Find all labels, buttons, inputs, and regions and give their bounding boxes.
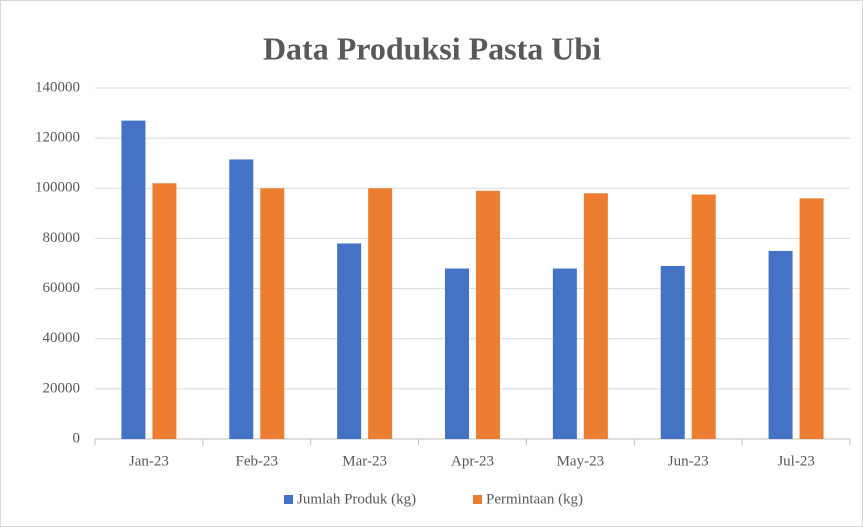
y-tick-label: 120000 [35,130,80,146]
y-tick-label: 40000 [43,330,81,346]
x-tick-label: May-23 [557,453,605,469]
bar [229,159,254,440]
x-tick-label: Apr-23 [451,453,494,469]
x-tick-label: Jun-23 [668,453,709,469]
y-tick-label: 60000 [43,280,81,296]
bar [583,193,608,439]
legend-label: Permintaan (kg) [486,491,583,507]
chart-title: Data Produksi Pasta Ubi [263,30,601,66]
bar [799,198,824,439]
y-tick-label: 100000 [35,180,80,196]
bar [368,188,393,439]
bar [476,190,500,439]
bar [152,183,177,439]
y-tick-label: 0 [73,430,81,446]
bar [552,268,577,439]
y-tick-label: 80000 [43,230,81,246]
x-tick-label: Mar-23 [342,453,387,469]
x-tick-label: Jan-23 [129,453,169,469]
bar [691,194,716,439]
y-tick-label: 20000 [43,380,81,396]
bar [768,250,793,439]
legend-swatch [284,495,293,504]
legend-swatch [473,495,482,504]
x-tick-label: Jul-23 [777,453,815,469]
y-tick-label: 140000 [35,79,80,95]
bar [660,266,685,439]
x-tick-label: Feb-23 [236,453,279,469]
legend-label: Jumlah Produk (kg) [297,491,416,507]
bar [445,268,469,439]
bar [337,243,362,439]
bar [121,120,146,439]
bar [260,188,285,439]
